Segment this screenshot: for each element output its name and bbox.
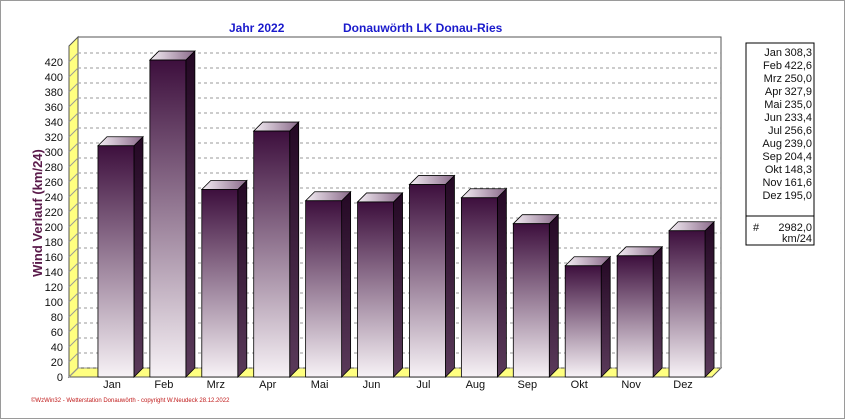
x-tick-label: Apr [259,379,276,391]
y-tick-label: 300 [45,147,63,159]
bar-apr [252,121,300,378]
y-tick-label: 400 [45,72,63,84]
legend-month: Okt [765,164,782,176]
bar-jan [96,135,144,378]
bar-nov [616,245,664,378]
legend-month: Mrz [764,73,782,85]
x-tick-label: Sep [518,379,538,391]
legend-value: 422,6 [784,60,812,72]
legend-value: 308,3 [784,47,812,59]
bar-feb [148,50,196,378]
bar-mai [304,190,352,378]
legend-value: 327,9 [784,86,812,98]
legend-month: Apr [765,86,782,98]
legend-month: Jan [764,47,782,59]
y-axis-label: Wind Verlauf (km/24) [30,149,45,277]
bar-jun [356,191,404,378]
x-tick-label: Feb [154,379,173,391]
legend-value: 204,4 [784,151,812,163]
legend-value: 239,0 [784,138,812,150]
y-tick-label: 100 [45,297,63,309]
legend-month: Mai [764,99,782,111]
x-axis-ticks: Jan Feb Mrz Apr Mai Jun Jul Aug Sep Okt Nov Dez [103,379,693,391]
x-tick-label: Jun [363,379,381,391]
y-tick-label: 180 [45,237,63,249]
x-tick-label: Jul [416,379,430,391]
legend-month: Sep [762,151,782,163]
y-tick-label: 340 [45,117,63,129]
legend-total-value: 2982,0 [778,222,812,234]
legend-month: Feb [763,60,782,72]
x-tick-label: Dez [673,379,693,391]
y-tick-label: 0 [57,372,63,384]
y-tick-label: 240 [45,192,63,204]
bar-jul [408,174,456,378]
x-tick-label: Mai [311,379,329,391]
y-tick-label: 140 [45,267,63,279]
bar-sep [512,213,560,378]
x-tick-label: Nov [621,379,641,391]
x-tick-label: Mrz [207,379,225,391]
legend-month: Nov [762,177,782,189]
legend-value: 256,6 [784,125,812,137]
legend-value: 250,0 [784,73,812,85]
x-tick-label: Aug [466,379,486,391]
y-tick-label: 40 [51,342,63,354]
y-tick-label: 220 [45,207,63,219]
legend-month: Aug [762,138,782,150]
legend-month: Jul [768,125,782,137]
y-tick-label: 380 [45,87,63,99]
y-tick-label: 160 [45,252,63,264]
legend-value: 235,0 [784,99,812,111]
bars [96,50,716,378]
y-tick-label: 420 [45,57,63,69]
legend-value: 161,6 [784,177,812,189]
legend-value: 195,0 [784,190,812,202]
bar-mrz [200,179,248,378]
bar-dez [668,220,716,378]
y-tick-label: 60 [51,327,63,339]
x-tick-label: Okt [571,379,588,391]
y-tick-label: 120 [45,282,63,294]
chart-title-year: Jahr 2022 [229,21,285,35]
chart-title-station: Donauwörth LK Donau-Ries [343,21,503,35]
legend-month: Jun [764,112,782,124]
legend-value: 233,4 [784,112,812,124]
y-tick-label: 360 [45,102,63,114]
legend-total-symbol: # [753,222,760,234]
y-tick-label: 280 [45,162,63,174]
legend-value: 148,3 [784,164,812,176]
y-tick-label: 200 [45,222,63,234]
x-tick-label: Jan [103,379,121,391]
y-tick-label: 80 [51,312,63,324]
bar-aug [460,187,508,378]
legend-month: Dez [762,190,782,202]
y-tick-label: 320 [45,132,63,144]
footer-copyright: ©WzWin32 - Wetterstation Donauwörth - co… [31,397,230,404]
y-tick-label: 260 [45,177,63,189]
bar-okt [564,255,612,378]
y-tick-label: 20 [51,357,63,369]
y-axis-ticks: 0 20 40 60 80 100 120 140 160 180 200 220 240 260 280 3… [45,57,63,384]
legend-total-unit: km/24 [782,233,812,245]
